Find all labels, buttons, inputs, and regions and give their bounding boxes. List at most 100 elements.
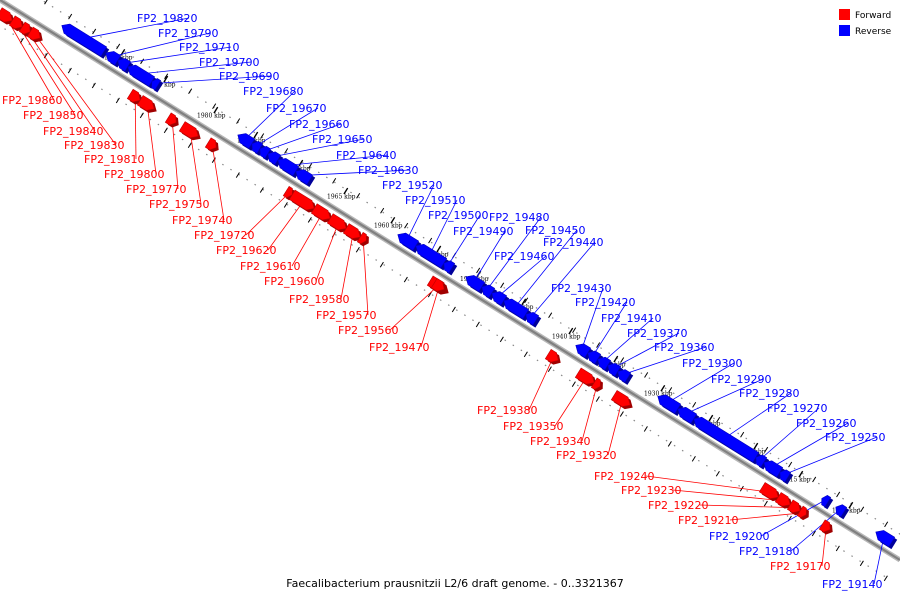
gene-arrow-fp2_19570[interactable] — [356, 231, 369, 247]
gene-label-fp2_19690[interactable]: FP2_19690 — [219, 70, 279, 83]
gene-arrow-fp2_19860[interactable] — [0, 7, 15, 25]
gene-arrow-fp2_19830[interactable] — [26, 26, 43, 43]
gene-label-fp2_19290[interactable]: FP2_19290 — [711, 373, 771, 386]
gene-arrow-fp2_19410[interactable] — [597, 356, 614, 373]
gene-label-fp2_19790[interactable]: FP2_19790 — [158, 27, 218, 40]
gene-label-fp2_19500[interactable]: FP2_19500 — [428, 209, 488, 222]
gene-arrow-fp2_19360[interactable] — [617, 369, 634, 385]
gene-arrow-fp2_19820[interactable] — [61, 23, 110, 59]
gene-label-fp2_19640[interactable]: FP2_19640 — [336, 149, 396, 162]
gene-label-fp2_19370[interactable]: FP2_19370 — [627, 327, 687, 340]
gene-arrow-fp2_19700[interactable] — [127, 64, 158, 89]
gene-arrow-fp2_19270[interactable] — [755, 454, 770, 470]
gene-label-fp2_19410[interactable]: FP2_19410 — [601, 312, 661, 325]
gene-arrow-fp2_19690[interactable] — [151, 78, 164, 93]
gene-label-fp2_19300[interactable]: FP2_19300 — [682, 357, 742, 370]
gene-label-fp2_19510[interactable]: FP2_19510 — [405, 194, 465, 207]
gene-arrow-fp2_19650[interactable] — [267, 151, 284, 168]
gene-label-fp2_19280[interactable]: FP2_19280 — [739, 387, 799, 400]
gene-label-fp2_19360[interactable]: FP2_19360 — [654, 341, 714, 354]
gene-arrow-fp2_19180[interactable] — [835, 504, 850, 520]
gene-arrow-fp2_19380[interactable] — [544, 348, 561, 365]
gene-label-fp2_19860[interactable]: FP2_19860 — [2, 94, 62, 107]
gene-arrow-fp2_19450[interactable] — [503, 298, 532, 322]
gene-label-fp2_19490[interactable]: FP2_19490 — [453, 225, 513, 238]
gene-arrow-fp2_19840[interactable] — [18, 21, 33, 37]
gene-label-fp2_19650[interactable]: FP2_19650 — [312, 133, 372, 146]
gene-label-fp2_19270[interactable]: FP2_19270 — [767, 402, 827, 415]
gene-label-fp2_19600[interactable]: FP2_19600 — [264, 275, 324, 288]
gene-arrow-fp2_19710[interactable] — [117, 58, 134, 74]
gene-label-fp2_19570[interactable]: FP2_19570 — [316, 309, 376, 322]
gene-arrow-fp2_19230[interactable] — [774, 492, 793, 509]
gene-label-fp2_19260[interactable]: FP2_19260 — [796, 417, 856, 430]
gene-label-fp2_19770[interactable]: FP2_19770 — [126, 183, 186, 196]
gene-label-fp2_19230[interactable]: FP2_19230 — [621, 484, 681, 497]
gene-label-fp2_19810[interactable]: FP2_19810 — [84, 153, 144, 166]
gene-arrow-fp2_19320[interactable] — [610, 390, 633, 410]
gene-label-fp2_19680[interactable]: FP2_19680 — [243, 85, 303, 98]
gene-arrow-fp2_19200[interactable] — [821, 495, 834, 510]
gene-label-fp2_19580[interactable]: FP2_19580 — [289, 293, 349, 306]
gene-label-fp2_19420[interactable]: FP2_19420 — [575, 296, 635, 309]
gene-arrow-fp2_19510[interactable] — [415, 243, 450, 271]
gene-label-fp2_19250[interactable]: FP2_19250 — [825, 431, 885, 444]
gene-label-fp2_19660[interactable]: FP2_19660 — [289, 118, 349, 131]
gene-label-fp2_19830[interactable]: FP2_19830 — [64, 139, 124, 152]
gene-label-fp2_19480[interactable]: FP2_19480 — [489, 211, 549, 224]
gene-label-fp2_19450[interactable]: FP2_19450 — [525, 224, 585, 237]
gene-label-fp2_19460[interactable]: FP2_19460 — [494, 250, 554, 263]
gene-arrow-fp2_19240[interactable] — [758, 482, 781, 502]
gene-arrow-fp2_19600[interactable] — [326, 213, 349, 233]
gene-label-fp2_19200[interactable]: FP2_19200 — [709, 530, 769, 543]
gene-label-fp2_19560[interactable]: FP2_19560 — [338, 324, 398, 337]
gene-arrow-fp2_19750[interactable] — [178, 121, 201, 141]
gene-arrow-fp2_19440[interactable] — [525, 312, 542, 328]
gene-arrow-fp2_19250[interactable] — [779, 469, 794, 485]
gene-label-fp2_19840[interactable]: FP2_19840 — [43, 125, 103, 138]
gene-label-fp2_19850[interactable]: FP2_19850 — [23, 109, 83, 122]
gene-label-fp2_19820[interactable]: FP2_19820 — [137, 12, 197, 25]
gene-label-fp2_19620[interactable]: FP2_19620 — [216, 244, 276, 257]
gene-arrow-fp2_19640[interactable] — [277, 158, 302, 179]
gene-arrow-fp2_19340[interactable] — [590, 377, 603, 392]
gene-label-fp2_19240[interactable]: FP2_19240 — [594, 470, 654, 483]
gene-arrow-fp2_19480[interactable] — [481, 284, 498, 301]
gene-label-fp2_19430[interactable]: FP2_19430 — [551, 282, 611, 295]
gene-arrow-fp2_19140[interactable] — [875, 530, 898, 550]
gene-label-fp2_19610[interactable]: FP2_19610 — [240, 260, 300, 273]
gene-label-fp2_19180[interactable]: FP2_19180 — [739, 545, 799, 558]
gene-arrow-fp2_19350[interactable] — [574, 367, 597, 387]
gene-label-fp2_19210[interactable]: FP2_19210 — [678, 514, 738, 527]
gene-label-fp2_19670[interactable]: FP2_19670 — [266, 102, 326, 115]
gene-label-fp2_19750[interactable]: FP2_19750 — [149, 198, 209, 211]
gene-label-fp2_19440[interactable]: FP2_19440 — [543, 236, 603, 249]
gene-label-fp2_19340[interactable]: FP2_19340 — [530, 435, 590, 448]
gene-label-fp2_19710[interactable]: FP2_19710 — [179, 41, 239, 54]
gene-label-fp2_19170[interactable]: FP2_19170 — [770, 560, 830, 573]
gene-label-fp2_19700[interactable]: FP2_19700 — [199, 56, 259, 69]
gene-arrow-fp2_19500[interactable] — [443, 260, 458, 276]
gene-label-fp2_19220[interactable]: FP2_19220 — [648, 499, 708, 512]
gene-arrow-fp2_19300[interactable] — [657, 394, 684, 416]
gene-label-fp2_19720[interactable]: FP2_19720 — [194, 229, 254, 242]
gene-arrow-fp2_19630[interactable] — [295, 169, 316, 187]
gene-label-fp2_19350[interactable]: FP2_19350 — [503, 420, 563, 433]
gene-arrow-fp2_19800[interactable] — [136, 95, 157, 113]
gene-arrow-fp2_19470[interactable] — [430, 278, 447, 294]
gene-arrow-fp2_19770[interactable] — [164, 112, 179, 128]
gene-arrow-fp2_19280[interactable] — [693, 416, 762, 465]
gene-arrow-fp2_19170[interactable] — [818, 519, 833, 535]
gene-arrow-fp2_19610[interactable] — [310, 203, 333, 223]
gene-label-fp2_19630[interactable]: FP2_19630 — [358, 164, 418, 177]
gene-arrow-fp2_19520[interactable] — [397, 232, 422, 253]
gene-label-fp2_19320[interactable]: FP2_19320 — [556, 449, 616, 462]
gene-arrow-fp2_19420[interactable] — [587, 350, 604, 367]
gene-arrow-fp2_19620[interactable] — [288, 189, 317, 213]
gene-arrow-fp2_19210[interactable] — [796, 505, 809, 521]
gene-label-fp2_19470[interactable]: FP2_19470 — [369, 341, 429, 354]
gene-label-fp2_19740[interactable]: FP2_19740 — [172, 214, 232, 227]
gene-arrow-fp2_19580[interactable] — [342, 223, 363, 242]
gene-label-fp2_19140[interactable]: FP2_19140 — [822, 578, 882, 591]
gene-label-fp2_19800[interactable]: FP2_19800 — [104, 168, 164, 181]
